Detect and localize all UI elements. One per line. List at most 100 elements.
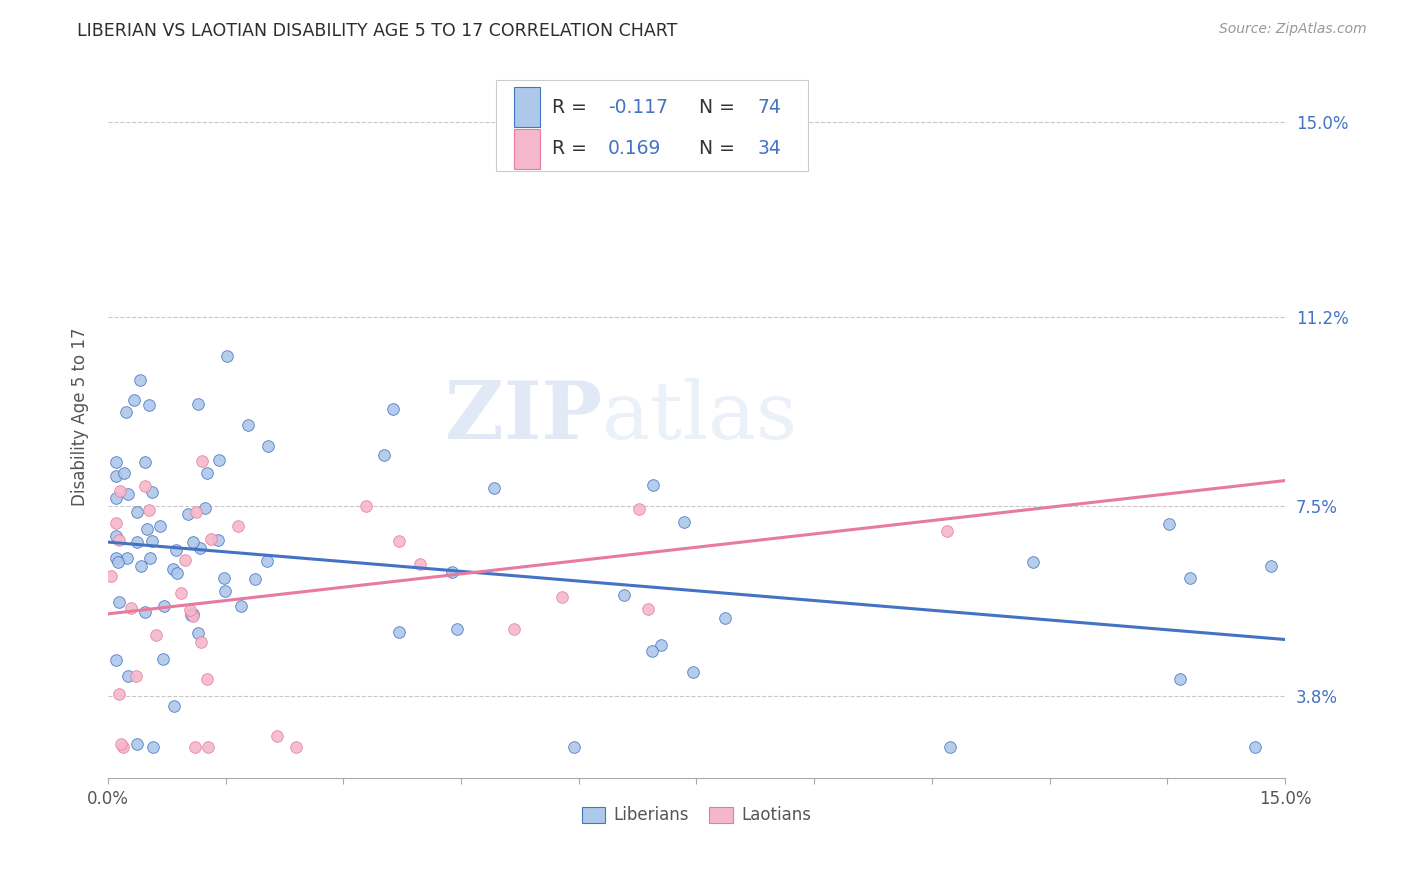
Point: [643, 478, 665, 492]
Point: [120, 600, 142, 615]
Legend: Liberians, Laotians: Liberians, Laotians: [575, 799, 817, 831]
Point: [117, 669, 139, 683]
Point: [170, 586, 193, 600]
Point: [214, 584, 236, 599]
Point: [266, 729, 288, 743]
Point: [562, 740, 585, 755]
Point: [388, 533, 411, 548]
Point: [152, 652, 174, 666]
Point: [149, 519, 172, 533]
Point: [188, 541, 211, 555]
Point: [238, 417, 260, 432]
Point: [446, 622, 468, 636]
FancyBboxPatch shape: [515, 87, 540, 128]
Point: [935, 524, 957, 538]
Text: R =: R =: [551, 98, 592, 117]
Point: [162, 562, 184, 576]
Point: [187, 397, 209, 411]
Point: [212, 571, 235, 585]
Point: [195, 467, 218, 481]
Point: [195, 672, 218, 686]
Point: [229, 599, 252, 613]
FancyBboxPatch shape: [515, 129, 540, 169]
Point: [104, 491, 127, 505]
Point: [117, 487, 139, 501]
Text: R =: R =: [551, 139, 592, 159]
Point: [190, 635, 212, 649]
Point: [226, 519, 249, 533]
Point: [127, 506, 149, 520]
Point: [166, 566, 188, 581]
Text: ZIP: ZIP: [446, 377, 602, 456]
Point: [551, 590, 574, 604]
Point: [441, 565, 464, 579]
Point: [637, 602, 659, 616]
Point: [134, 479, 156, 493]
Point: [627, 501, 650, 516]
Point: [104, 469, 127, 483]
Point: [938, 740, 960, 755]
Point: [215, 349, 238, 363]
Point: [107, 687, 129, 701]
Point: [141, 485, 163, 500]
Text: atlas: atlas: [602, 377, 797, 456]
Point: [181, 608, 204, 623]
Point: [482, 481, 505, 495]
Point: [284, 740, 307, 755]
Point: [122, 393, 145, 408]
Point: [1180, 572, 1202, 586]
Point: [163, 698, 186, 713]
Text: LIBERIAN VS LAOTIAN DISABILITY AGE 5 TO 17 CORRELATION CHART: LIBERIAN VS LAOTIAN DISABILITY AGE 5 TO …: [77, 22, 678, 40]
Point: [257, 439, 280, 453]
Point: [373, 448, 395, 462]
FancyBboxPatch shape: [496, 80, 808, 170]
Point: [174, 553, 197, 567]
Point: [193, 500, 215, 515]
Point: [184, 740, 207, 755]
Point: [650, 638, 672, 652]
Point: [142, 740, 165, 755]
Point: [177, 507, 200, 521]
Point: [129, 373, 152, 387]
Point: [613, 588, 636, 602]
Point: [409, 557, 432, 571]
Point: [104, 550, 127, 565]
Point: [197, 740, 219, 755]
Text: 0.169: 0.169: [609, 139, 662, 159]
Point: [191, 454, 214, 468]
Point: [138, 398, 160, 412]
Point: [104, 455, 127, 469]
Point: [200, 532, 222, 546]
Point: [127, 535, 149, 549]
Point: [502, 622, 524, 636]
Point: [165, 542, 187, 557]
Point: [184, 505, 207, 519]
Point: [104, 529, 127, 543]
Point: [381, 401, 404, 416]
Point: [181, 535, 204, 549]
Point: [1157, 517, 1180, 532]
Point: [112, 466, 135, 480]
Point: [145, 628, 167, 642]
Point: [1170, 672, 1192, 686]
Point: [1260, 559, 1282, 574]
Point: [117, 551, 139, 566]
Point: [110, 738, 132, 752]
Point: [256, 554, 278, 568]
Point: [104, 516, 127, 531]
Point: [208, 452, 231, 467]
Point: [125, 668, 148, 682]
Point: [207, 533, 229, 548]
Point: [388, 625, 411, 640]
Point: [136, 522, 159, 536]
Point: [104, 653, 127, 667]
Point: [179, 603, 201, 617]
Text: N =: N =: [688, 98, 741, 117]
Point: [714, 611, 737, 625]
Point: [111, 740, 134, 755]
Point: [138, 550, 160, 565]
Point: [1244, 740, 1267, 755]
Point: [141, 534, 163, 549]
Text: 34: 34: [758, 139, 782, 159]
Y-axis label: Disability Age 5 to 17: Disability Age 5 to 17: [72, 327, 89, 506]
